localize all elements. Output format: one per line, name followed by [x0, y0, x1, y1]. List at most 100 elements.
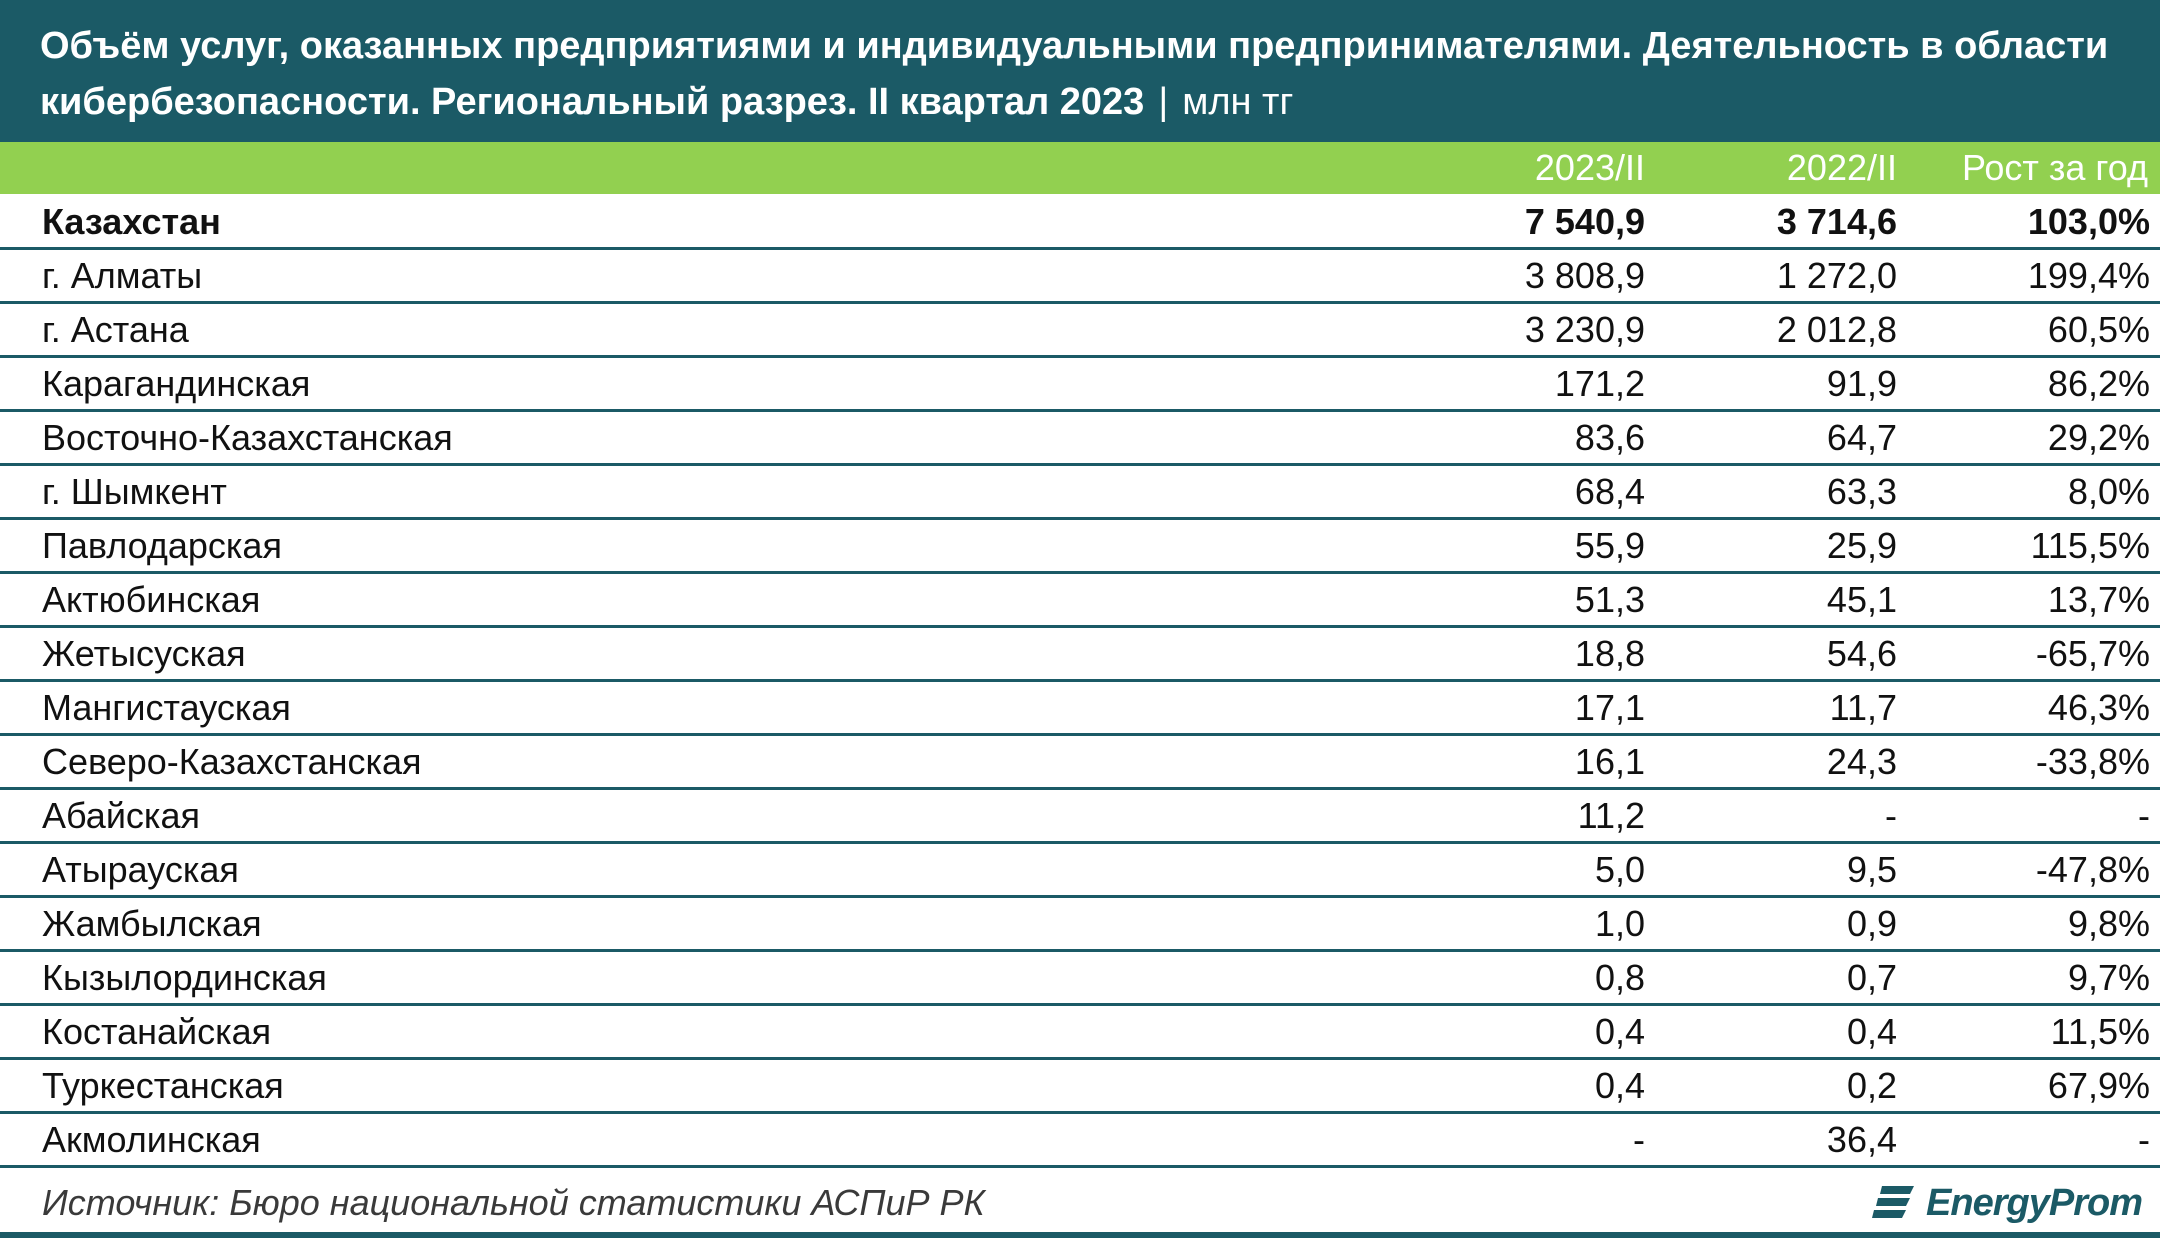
value-2023: 7 540,9: [1524, 201, 1645, 242]
title-line-2: кибербезопасности. Региональный разрез. …: [40, 74, 2120, 130]
region-name: Восточно-Казахстанская: [42, 417, 453, 458]
table-row: Северо-Казахстанская 16,1 24,3 -33,8%: [0, 736, 2160, 790]
column-header-growth: Рост за год: [1961, 147, 2148, 188]
region-name: Акмолинская: [42, 1119, 261, 1160]
growth-value: 199,4%: [2027, 255, 2150, 296]
growth-value: 11,5%: [2050, 1011, 2150, 1052]
table-body: Казахстан 7 540,9 3 714,6 103,0% г. Алматы 3 …: [0, 196, 2160, 1168]
table-row: Кызылординская 0,8 0,7 9,7%: [0, 952, 2160, 1006]
value-2022: 2 012,8: [1776, 309, 1897, 350]
value-2022: 36,4: [1826, 1119, 1897, 1160]
title-unit: млн тг: [1182, 81, 1294, 123]
region-name: Жетысуская: [42, 633, 246, 674]
table-row: Жетысуская 18,8 54,6 -65,7%: [0, 628, 2160, 682]
value-2023: 83,6: [1574, 417, 1645, 458]
value-2023: 17,1: [1574, 687, 1645, 728]
value-2022: 24,3: [1826, 741, 1897, 782]
value-2023: 171,2: [1554, 363, 1645, 404]
region-name: г. Алматы: [42, 255, 203, 296]
value-2022: 1 272,0: [1776, 255, 1897, 296]
growth-value: -: [2138, 795, 2150, 836]
table-row: Актюбинская 51,3 45,1 13,7%: [0, 574, 2160, 628]
energyprom-logo: EnergyProm: [1872, 1178, 2143, 1228]
region-name: Кызылординская: [42, 957, 327, 998]
growth-value: -47,8%: [2035, 849, 2150, 890]
value-2023: 1,0: [1594, 903, 1645, 944]
growth-value: 115,5%: [2030, 525, 2150, 566]
value-2023: 68,4: [1574, 471, 1645, 512]
value-2022: 25,9: [1826, 525, 1897, 566]
value-2023: 0,4: [1594, 1065, 1645, 1106]
table-row: Павлодарская 55,9 25,9 115,5%: [0, 520, 2160, 574]
growth-value: 46,3%: [2047, 687, 2150, 728]
region-name: Мангистауская: [42, 687, 291, 728]
region-name: Актюбинская: [42, 579, 261, 620]
growth-value: -33,8%: [2035, 741, 2150, 782]
value-2022: 11,7: [1829, 687, 1897, 728]
value-2023: -: [1633, 1119, 1645, 1160]
table-title-bar: Объём услуг, оказанных предприятиями и и…: [0, 0, 2160, 142]
title-line-1: Объём услуг, оказанных предприятиями и и…: [40, 25, 2109, 67]
region-name: Северо-Казахстанская: [42, 741, 422, 782]
growth-value: 13,7%: [2047, 579, 2150, 620]
region-name: г. Шымкент: [42, 471, 227, 512]
value-2022: 0,4: [1846, 1011, 1897, 1052]
value-2023: 3 808,9: [1524, 255, 1645, 296]
region-name: Костанайская: [42, 1011, 272, 1052]
region-name: г. Астана: [42, 309, 189, 350]
value-2023: 11,2: [1577, 795, 1645, 836]
growth-value: 86,2%: [2047, 363, 2150, 404]
growth-value: -65,7%: [2035, 633, 2150, 674]
value-2023: 5,0: [1594, 849, 1645, 890]
column-header-2022: 2022/II: [1786, 147, 1897, 188]
value-2022: 3 714,6: [1776, 201, 1897, 242]
value-2023: 0,4: [1594, 1011, 1645, 1052]
region-name: Павлодарская: [42, 525, 282, 566]
region-name: Карагандинская: [42, 363, 311, 404]
title-text: кибербезопасности. Региональный разрез. …: [40, 81, 1145, 123]
value-2022: 0,7: [1846, 957, 1897, 998]
value-2022: 9,5: [1846, 849, 1897, 890]
region-name: Абайская: [42, 795, 200, 836]
title-separator: |: [1158, 81, 1169, 123]
region-name: Атырауская: [42, 849, 239, 890]
growth-value: 103,0%: [2027, 201, 2150, 242]
logo-text: EnergyProm: [1926, 1181, 2143, 1224]
table-row: Акмолинская - 36,4 -: [0, 1114, 2160, 1168]
footer: Источник: Бюро национальной статистики А…: [0, 1168, 2160, 1238]
table-row: Костанайская 0,4 0,4 11,5%: [0, 1006, 2160, 1060]
table-row-total: Казахстан 7 540,9 3 714,6 103,0%: [0, 196, 2160, 250]
value-2022: -: [1885, 795, 1897, 836]
table-row: г. Алматы 3 808,9 1 272,0 199,4%: [0, 250, 2160, 304]
value-2023: 51,3: [1574, 579, 1645, 620]
growth-value: 67,9%: [2047, 1065, 2150, 1106]
column-header-band: [0, 142, 2160, 194]
growth-value: -: [2138, 1119, 2150, 1160]
table-row: г. Шымкент 68,4 63,3 8,0%: [0, 466, 2160, 520]
value-2022: 64,7: [1826, 417, 1897, 458]
table-row: Жамбылская 1,0 0,9 9,8%: [0, 898, 2160, 952]
table-row: Абайская 11,2 - -: [0, 790, 2160, 844]
growth-value: 9,8%: [2067, 903, 2150, 944]
value-2023: 16,1: [1574, 741, 1645, 782]
source-note: Источник: Бюро национальной статистики А…: [42, 1182, 985, 1223]
value-2023: 3 230,9: [1524, 309, 1645, 350]
energyprom-logo-icon: [1872, 1186, 1915, 1218]
region-name: Казахстан: [42, 201, 221, 242]
growth-value: 60,5%: [2047, 309, 2150, 350]
growth-value: 29,2%: [2047, 417, 2150, 458]
growth-value: 8,0%: [2067, 471, 2150, 512]
value-2022: 45,1: [1826, 579, 1897, 620]
column-header-2023: 2023/II: [1534, 147, 1645, 188]
table-row: Туркестанская 0,4 0,2 67,9%: [0, 1060, 2160, 1114]
bottom-rule: [0, 1232, 2160, 1238]
value-2022: 63,3: [1826, 471, 1897, 512]
value-2023: 18,8: [1574, 633, 1645, 674]
value-2023: 55,9: [1574, 525, 1645, 566]
value-2022: 91,9: [1826, 363, 1897, 404]
value-2022: 0,9: [1846, 903, 1897, 944]
region-name: Жамбылская: [42, 903, 262, 944]
table-row: Карагандинская 171,2 91,9 86,2%: [0, 358, 2160, 412]
table-row: г. Астана 3 230,9 2 012,8 60,5%: [0, 304, 2160, 358]
value-2022: 0,2: [1846, 1065, 1897, 1106]
